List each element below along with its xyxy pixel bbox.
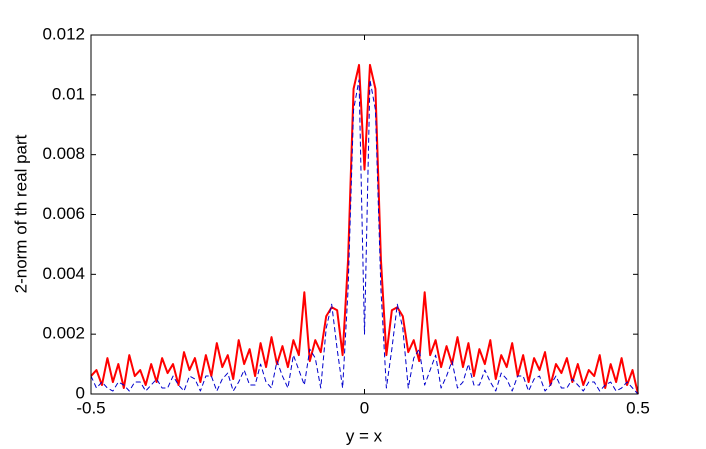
y-tick-label: 0.008 — [42, 144, 85, 163]
x-tick-label: 0 — [360, 398, 369, 417]
y-tick-label: 0.01 — [52, 84, 85, 103]
y-axis-label: 2-norm of th real part — [11, 134, 30, 293]
y-tick-label: 0.012 — [42, 24, 85, 43]
data-line — [90, 79, 639, 395]
x-axis-label: y = x — [346, 426, 383, 445]
x-tick-label: -0.5 — [76, 398, 105, 417]
data-line — [90, 63, 639, 395]
y-tick-label: 0 — [76, 383, 85, 402]
y-tick-label: 0.004 — [42, 264, 85, 283]
x-tick-label: 0.5 — [626, 398, 650, 417]
y-tick-label: 0.002 — [42, 324, 85, 343]
y-tick-label: 0.006 — [42, 204, 85, 223]
